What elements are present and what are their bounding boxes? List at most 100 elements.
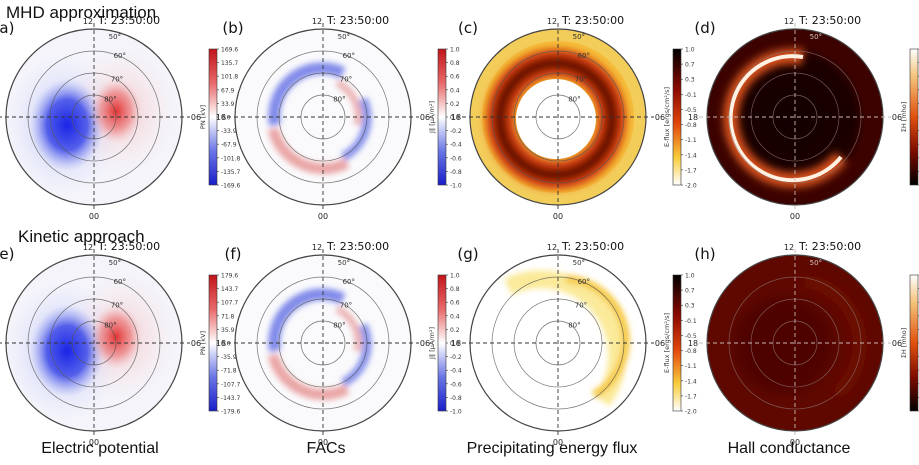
colorbar-tick-label: 0.7 — [685, 288, 695, 295]
colorbar-tick-label: 35.9 — [221, 327, 235, 334]
colorbar-tick-label: -107.7 — [221, 381, 241, 388]
latitude-label: 80° — [568, 321, 580, 329]
colorbar-tick-label: 0.0 — [221, 341, 231, 348]
colorbar-tick-label: 169.6 — [221, 47, 238, 54]
colorbar-tick-label: 0.3 — [685, 77, 695, 84]
column-label-facs: FACs — [306, 440, 346, 457]
panel-letter: (c) — [458, 19, 478, 37]
negative-cell — [30, 79, 104, 171]
auroral-oval — [485, 48, 627, 190]
colorbar-tick-label: 0.2 — [450, 101, 460, 108]
colorbar: 1.0 0.7 0.3 -0.1 -0.5 -0.8 -1.1 -1.4 -1.7 -2.0 E-f… — [663, 47, 697, 190]
colorbar-label: PN [kV] — [199, 105, 207, 129]
clock-label-bottom: 00 — [553, 438, 563, 447]
colorbar-tick-label: 0.4 — [450, 313, 460, 320]
colorbar-label: E-flux [ergs/cm²/s] — [663, 313, 671, 373]
clock-label-top: 12 — [312, 243, 322, 252]
colorbar-tick-label: 1.0 — [685, 273, 695, 280]
clock-label-bottom: 00 — [790, 438, 800, 447]
column-label-energy-flux: Precipitating energy flux — [466, 440, 638, 457]
time-label: T: 23:50:00 — [561, 14, 624, 27]
colorbar-tick-label: 0.4 — [450, 87, 460, 94]
time-label: T: 23:50:00 — [798, 240, 861, 253]
clock-label-right: 06 — [655, 113, 665, 122]
latitude-label: 80° — [333, 95, 345, 103]
latitude-label: 60° — [343, 278, 355, 286]
clock-label-top: 12 — [547, 243, 557, 252]
colorbar-label: ΣH [mho] — [900, 102, 908, 133]
polar-panel-g: 50° 60° 70° 80° 12 00 18 06 T: 23:50:00 (g) 1.0 0.7… — [451, 240, 697, 447]
panel-letter: (d) — [694, 19, 715, 37]
column-label-electric-potential: Electric potential — [41, 440, 159, 457]
colorbar-tick-label: -1.7 — [685, 167, 697, 174]
clock-label-left: 18 — [216, 113, 226, 122]
colorbar: 15.013.512.010.59.07.56.04.53.01.50.0ΣH … — [900, 274, 919, 412]
fac-arc-blue-outer — [268, 288, 346, 353]
panel-letter: (f) — [225, 245, 242, 263]
colorbar-tick-label: -0.1 — [685, 318, 697, 325]
column-label-hall-conductance: Hall conductance — [727, 440, 851, 457]
colorbar-tick-label: 0.0 — [450, 115, 460, 122]
time-label: T: 23:50:00 — [561, 240, 624, 253]
fac-arc-blue-outer — [268, 62, 346, 127]
colorbar-tick-label: -1.0 — [450, 409, 462, 416]
colorbar-tick-label: 0.2 — [450, 327, 460, 334]
panel-letter: (g) — [457, 245, 478, 263]
colorbar: 1.0 0.8 0.6 0.4 0.2 0.0 -0.2 -0.4 -0.6 -0.8 -1.0 J‖… — [428, 47, 462, 190]
latitude-label: 50° — [109, 33, 121, 41]
polar-panel-c: 50° 60° 70° 80° 12 00 18 06 T: 23:50:00 (c) 1.0 0.7… — [451, 14, 697, 221]
conductance-pattern — [735, 274, 867, 401]
clock-label-bottom: 00 — [790, 212, 800, 221]
colorbar-tick-label: -101.8 — [221, 155, 241, 162]
colorbar-tick-label: 33.9 — [221, 101, 235, 108]
panel-letter: (h) — [694, 245, 715, 263]
colorbar-tick-label: -0.8 — [450, 169, 462, 176]
positive-cell — [91, 79, 141, 143]
clock-label-bottom: 00 — [318, 438, 328, 447]
colorbar-tick-label: -0.2 — [450, 354, 462, 361]
colorbar-tick-label: -1.1 — [685, 363, 697, 370]
colorbar-tick-label: -135.7 — [221, 169, 241, 176]
polar-cap — [516, 79, 596, 159]
latitude-label: 80° — [333, 321, 345, 329]
colorbar-tick-label: 67.9 — [221, 87, 235, 94]
colorbar-tick-label: -0.5 — [685, 107, 697, 114]
colorbar: 169.6 135.7 101.8 67.9 33.9 0.0 -33.9 -67.9 -101… — [199, 47, 241, 190]
colorbar: 1.0 0.8 0.6 0.4 0.2 0.0 -0.2 -0.4 -0.6 -0.8 -1.0 J‖… — [428, 273, 462, 416]
clock-label-bottom: 00 — [89, 438, 99, 447]
colorbar-tick-label: -0.2 — [450, 128, 462, 135]
colorbar-tick-label: -1.4 — [685, 152, 697, 159]
clock-label-right: 06 — [892, 339, 902, 348]
faint-oval — [803, 274, 867, 401]
colorbar-tick-label: -35.9 — [221, 354, 237, 361]
clock-label-top: 12 — [83, 17, 93, 26]
colorbar-gradient — [672, 48, 682, 186]
latitude-label: 80° — [568, 95, 580, 103]
colorbar-tick-label: 1.0 — [450, 47, 460, 54]
clock-label-top: 12 — [312, 17, 322, 26]
colorbar-tick-label: -0.4 — [450, 142, 462, 149]
colorbar-tick-label: 1.0 — [450, 273, 460, 280]
clock-label-top: 12 — [784, 17, 794, 26]
fac-arc-red-outer — [267, 127, 350, 175]
panel-letter: (b) — [222, 19, 243, 37]
dark-interior — [717, 45, 865, 193]
clock-label-right: 06 — [892, 113, 902, 122]
row-title-mhd: MHD approximation — [6, 3, 157, 22]
clock-label-left: 18 — [451, 113, 461, 122]
colorbar-tick-label: 1.0 — [685, 47, 695, 54]
clock-label-right: 06 — [420, 339, 430, 348]
latitude-label: 50° — [109, 259, 121, 267]
latitude-label: 70° — [575, 301, 587, 309]
clock-label-top: 12 — [83, 243, 93, 252]
colorbar-label: J‖ [μA/m²] — [428, 101, 436, 134]
latitude-label: 60° — [343, 52, 355, 60]
latitude-label: 50° — [338, 33, 350, 41]
colorbar-tick-label: -0.8 — [685, 122, 697, 129]
colorbar-label: ΣH [mho] — [900, 328, 908, 359]
colorbar-tick-label: -0.4 — [450, 368, 462, 375]
polar-panel-h: 50° 12 00 18 06 T: 23:50:00 (h) 15.013.512.010.… — [688, 240, 919, 447]
latitude-label: 70° — [575, 75, 587, 83]
